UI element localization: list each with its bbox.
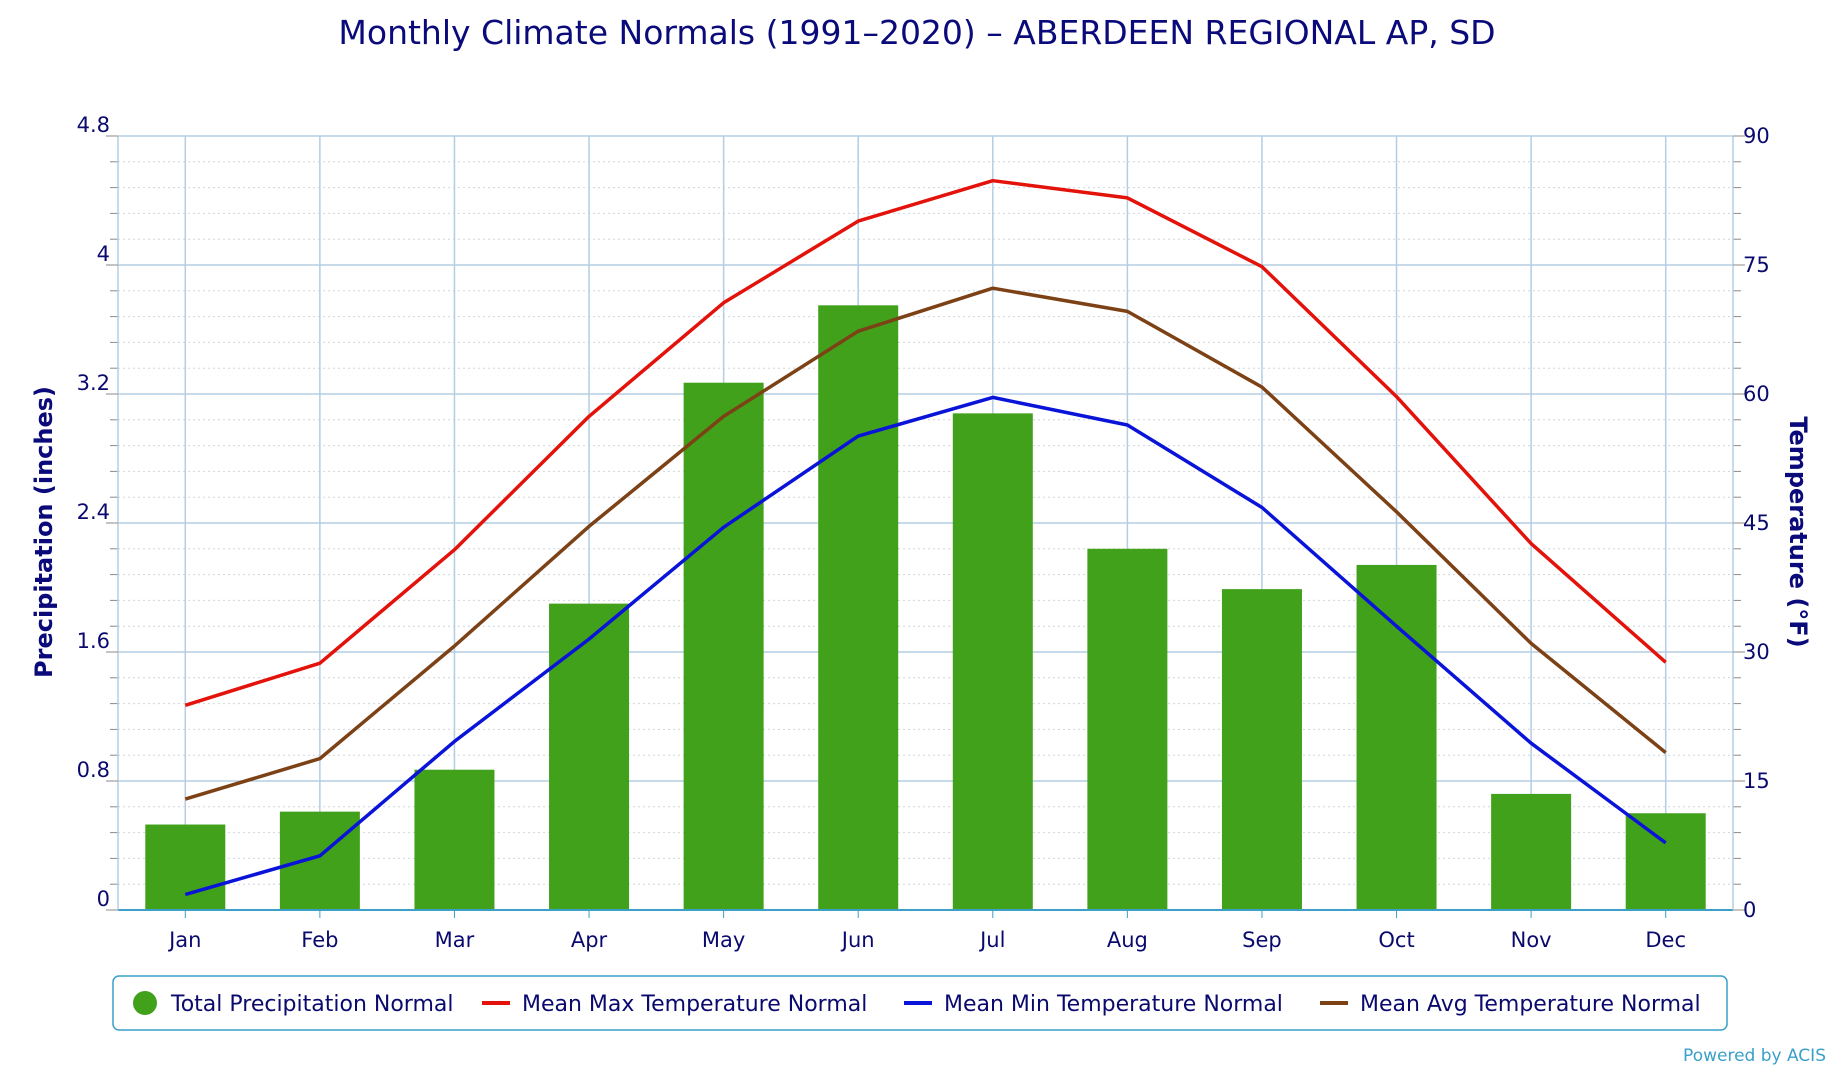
precip-bar-oct (1356, 564, 1437, 910)
precip-bar-jun (818, 305, 899, 910)
y-left-tick-label: 2.4 (77, 500, 110, 524)
chart-title: Monthly Climate Normals (1991–2020) – AB… (338, 13, 1495, 52)
grid (118, 135, 1733, 910)
precip-bar-jan (145, 824, 226, 910)
x-tick-label: Sep (1242, 928, 1282, 952)
x-tick-label: Feb (301, 928, 338, 952)
precip-bar-may (683, 382, 764, 910)
x-tick-label: Jul (978, 928, 1005, 952)
precip-bar-nov (1491, 793, 1572, 910)
precip-bar-dec (1625, 813, 1706, 910)
line-series-2 (184, 286, 1667, 801)
y-left-tick-label: 4 (97, 242, 110, 266)
x-tick-label: Aug (1107, 928, 1148, 952)
precip-bar-mar (414, 769, 495, 910)
line-series-1 (184, 395, 1667, 897)
y-right-tick-label: 0 (1743, 898, 1756, 922)
y-right-tick-label: 75 (1743, 253, 1770, 277)
legend-label: Mean Avg Temperature Normal (1360, 992, 1701, 1017)
line-series-0 (184, 178, 1667, 707)
credit-text[interactable]: Powered by ACIS (1683, 1046, 1826, 1066)
x-tick-label: Apr (571, 928, 608, 952)
legend-swatch-precipitation (133, 991, 157, 1015)
y-axis-left-title: Precipitation (inches) (30, 386, 58, 678)
x-tick-label: Mar (435, 928, 475, 952)
precip-bar-apr (549, 603, 630, 910)
y-right-tick-label: 90 (1743, 124, 1770, 148)
precipitation-bars (145, 305, 1706, 910)
x-tick-label: Jan (167, 928, 201, 952)
precip-bar-feb (279, 811, 360, 910)
x-tick-label: Jun (840, 928, 875, 952)
legend-label: Mean Min Temperature Normal (944, 992, 1283, 1017)
y-left-tick-label: 0 (97, 887, 110, 911)
precip-bar-aug (1087, 548, 1168, 910)
y-left-tick-label: 4.8 (77, 113, 110, 137)
axes: 0 0 0.8 15 1.6 30 2.4 45 3.2 60 4 75 4.8 90 Jan Feb Mar A… (77, 113, 1770, 952)
precip-bar-jul (952, 413, 1033, 910)
precip-bar-sep (1221, 589, 1302, 910)
x-tick-label: Nov (1511, 928, 1552, 952)
x-tick-label: Dec (1645, 928, 1686, 952)
legend: Total Precipitation Normal Mean Max Tempe… (112, 975, 1728, 1031)
legend-label: Mean Max Temperature Normal (522, 992, 867, 1017)
y-left-tick-label: 3.2 (77, 371, 110, 395)
y-right-tick-label: 30 (1743, 640, 1770, 664)
y-right-tick-label: 15 (1743, 769, 1770, 793)
y-right-tick-label: 60 (1743, 382, 1770, 406)
y-axis-right-title: Temperature (°F) (1784, 416, 1812, 647)
x-tick-label: Oct (1378, 928, 1414, 952)
y-left-tick-label: 1.6 (77, 629, 110, 653)
temperature-lines (184, 178, 1667, 897)
x-tick-label: May (702, 928, 745, 952)
y-left-tick-label: 0.8 (77, 758, 110, 782)
legend-label: Total Precipitation Normal (170, 992, 453, 1017)
y-right-tick-label: 45 (1743, 511, 1770, 535)
